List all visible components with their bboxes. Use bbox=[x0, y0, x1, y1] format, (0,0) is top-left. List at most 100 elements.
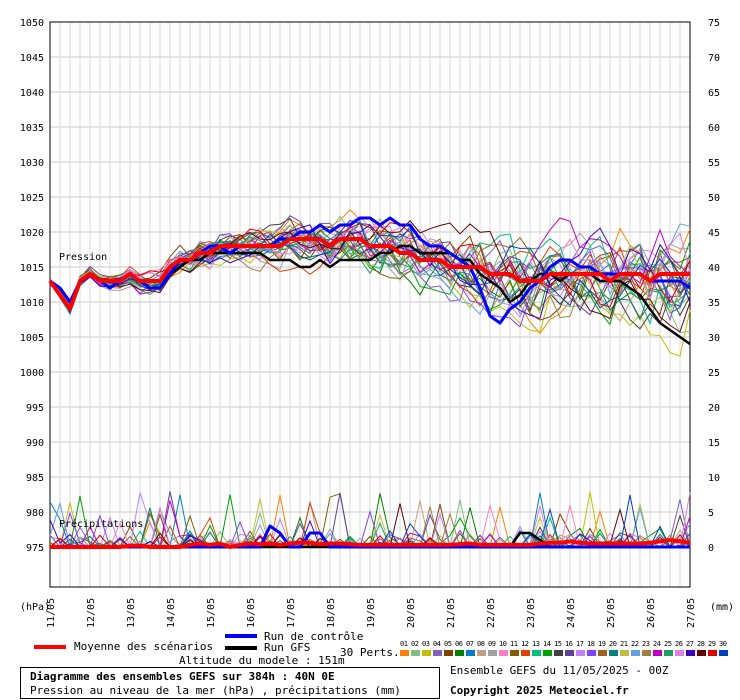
x-tick-label: 17/05 bbox=[286, 598, 297, 628]
left-tick-label: 1015 bbox=[20, 263, 44, 274]
perturbation-swatch bbox=[422, 650, 431, 656]
gfs-legend-swatch bbox=[225, 646, 257, 650]
right-tick-label: 50 bbox=[708, 193, 720, 204]
perturbation-number: 03 bbox=[422, 640, 430, 648]
precip-section-label: Précipitations bbox=[59, 518, 143, 530]
copyright: Copyright 2025 Meteociel.fr bbox=[450, 684, 629, 697]
x-tick-label: 16/05 bbox=[246, 598, 257, 628]
perturbation-swatch bbox=[433, 650, 442, 656]
perturbation-swatch bbox=[510, 650, 519, 656]
perturbations-label: 30 Perts. bbox=[340, 646, 400, 659]
right-tick-label: 35 bbox=[708, 298, 720, 309]
right-unit-label: (mm) bbox=[710, 602, 734, 613]
perturbation-swatch bbox=[609, 650, 618, 656]
perturbation-swatch bbox=[719, 650, 728, 656]
perturbation-number: 13 bbox=[532, 640, 540, 648]
run-de-contr-le-pressure-line bbox=[49, 216, 691, 325]
perturbation-swatch bbox=[576, 650, 585, 656]
x-tick-label: 20/05 bbox=[406, 598, 417, 628]
x-tick-label: 12/05 bbox=[86, 598, 97, 628]
left-tick-label: 980 bbox=[26, 508, 44, 519]
run-info: Ensemble GEFS du 11/05/2025 - 00Z bbox=[450, 664, 669, 677]
x-tick-label: 11/05 bbox=[46, 598, 57, 628]
left-tick-label: 1050 bbox=[20, 18, 44, 29]
perturbation-swatch bbox=[642, 650, 651, 656]
perturbation-swatch bbox=[565, 650, 574, 656]
left-tick-label: 1020 bbox=[20, 228, 44, 239]
left-tick-label: 1045 bbox=[20, 53, 44, 64]
perturbation-swatch bbox=[708, 650, 717, 656]
moyenne-des-sc-narios-pressure-line bbox=[48, 237, 690, 311]
perturbation-swatch bbox=[466, 650, 475, 656]
perturbation-number: 24 bbox=[653, 640, 661, 648]
perturbation-number: 20 bbox=[609, 640, 617, 648]
perturbation-number: 30 bbox=[719, 640, 727, 648]
pressure-section-label: Pression bbox=[59, 252, 107, 263]
x-tick-label: 14/05 bbox=[166, 598, 177, 628]
right-tick-label: 25 bbox=[708, 368, 720, 379]
left-tick-label: 1000 bbox=[20, 368, 44, 379]
x-tick-label: 22/05 bbox=[486, 598, 497, 628]
mean-legend-swatch bbox=[34, 645, 66, 649]
perturbation-number: 02 bbox=[411, 640, 419, 648]
left-tick-label: 975 bbox=[26, 543, 44, 554]
perturbation-line-09 bbox=[49, 232, 691, 314]
right-tick-label: 70 bbox=[708, 53, 720, 64]
control-legend-swatch bbox=[225, 634, 257, 638]
left-tick-label: 1030 bbox=[20, 158, 44, 169]
left-tick-label: 1010 bbox=[20, 298, 44, 309]
perturbation-swatch bbox=[543, 650, 552, 656]
perturbation-swatch bbox=[400, 650, 409, 656]
chart-subtitle: Pression au niveau de la mer (hPa) , pré… bbox=[30, 684, 401, 697]
perturbation-number: 12 bbox=[521, 640, 529, 648]
right-tick-label: 0 bbox=[708, 543, 714, 554]
perturbation-swatch bbox=[664, 650, 673, 656]
perturbation-number: 21 bbox=[620, 640, 628, 648]
perturbation-swatch bbox=[554, 650, 563, 656]
right-tick-label: 60 bbox=[708, 123, 720, 134]
plot-frame bbox=[49, 21, 691, 588]
left-tick-label: 985 bbox=[26, 473, 44, 484]
perturbation-number: 27 bbox=[686, 640, 694, 648]
left-tick-label: 995 bbox=[26, 403, 44, 414]
left-tick-label: 1035 bbox=[20, 123, 44, 134]
perturbation-swatch bbox=[444, 650, 453, 656]
perturbation-number: 06 bbox=[455, 640, 463, 648]
perturbation-swatch bbox=[653, 650, 662, 656]
perturbation-number: 28 bbox=[697, 640, 705, 648]
perturbation-number: 09 bbox=[488, 640, 496, 648]
perturbation-number: 19 bbox=[598, 640, 606, 648]
main-lines bbox=[48, 216, 691, 549]
right-tick-label: 15 bbox=[708, 438, 720, 449]
perturbation-swatch bbox=[697, 650, 706, 656]
perturbation-swatch bbox=[477, 650, 486, 656]
mean-legend-label: Moyenne des scénarios bbox=[74, 640, 214, 653]
x-tick-label: 18/05 bbox=[326, 598, 337, 628]
x-tick-label: 13/05 bbox=[126, 598, 137, 628]
left-tick-label: 1040 bbox=[20, 88, 44, 99]
perturbation-number: 22 bbox=[631, 640, 639, 648]
right-tick-label: 20 bbox=[708, 403, 720, 414]
x-tick-label: 27/05 bbox=[686, 598, 697, 628]
perturbation-swatch bbox=[532, 650, 541, 656]
x-tick-label: 25/05 bbox=[606, 598, 617, 628]
left-unit-label: (hPa) bbox=[20, 602, 50, 613]
right-tick-label: 10 bbox=[708, 473, 720, 484]
right-tick-label: 40 bbox=[708, 263, 720, 274]
perturbation-number: 17 bbox=[576, 640, 584, 648]
x-tick-label: 19/05 bbox=[366, 598, 377, 628]
right-tick-label: 55 bbox=[708, 158, 720, 169]
perturbation-swatch bbox=[686, 650, 695, 656]
chart-grid bbox=[49, 21, 691, 588]
perturbation-number: 23 bbox=[642, 640, 650, 648]
left-tick-label: 1025 bbox=[20, 193, 44, 204]
perturbation-swatch bbox=[521, 650, 530, 656]
right-tick-label: 5 bbox=[708, 508, 714, 519]
perturbation-swatch bbox=[675, 650, 684, 656]
perturbation-swatch bbox=[411, 650, 420, 656]
perturbation-swatch bbox=[488, 650, 497, 656]
x-tick-label: 21/05 bbox=[446, 598, 457, 628]
right-tick-label: 45 bbox=[708, 228, 720, 239]
perturbation-swatch bbox=[631, 650, 640, 656]
perturbation-swatch bbox=[499, 650, 508, 656]
